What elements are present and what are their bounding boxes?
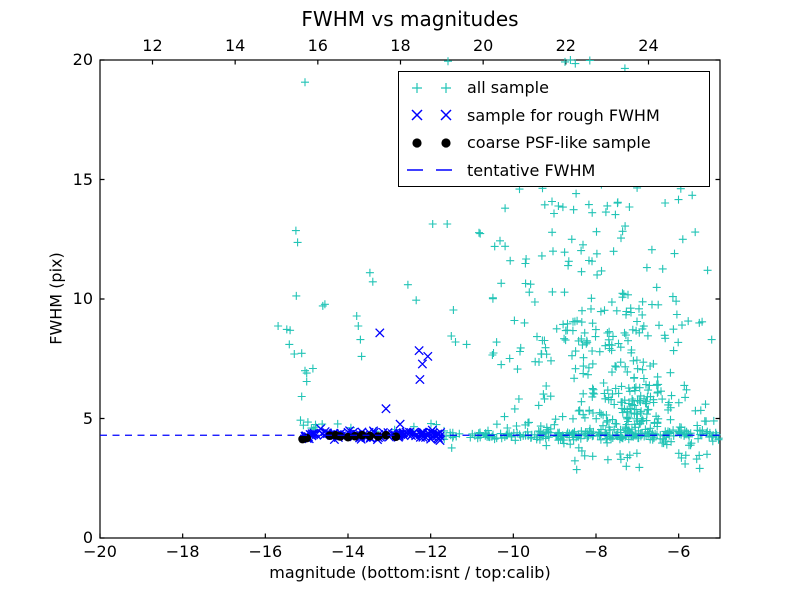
x-tick-label-top: 16 <box>307 36 328 55</box>
psf-sample-point <box>391 432 401 441</box>
y-tick-label: 0 <box>82 528 93 547</box>
legend-item: coarse PSF-like sample <box>399 130 709 155</box>
psf-sample-point <box>335 432 345 441</box>
rough-fwhm-points <box>300 328 446 446</box>
x-tick-label-bottom: −16 <box>248 542 283 561</box>
x-tick-label-bottom: −18 <box>165 542 200 561</box>
y-tick-label: 10 <box>72 289 93 308</box>
legend-dot-icon <box>412 138 451 148</box>
psf-sample-point <box>365 431 375 441</box>
psf-sample-point <box>302 433 311 443</box>
x-tick-label-bottom: −6 <box>666 542 691 561</box>
legend-item: tentative FWHM <box>399 158 709 183</box>
legend-item-label: sample for rough FWHM <box>467 105 660 125</box>
x-axis-label: magnitude (bottom:isnt / top:calib) <box>269 563 551 582</box>
legend-x-icon <box>411 109 452 121</box>
x-tick-label-top: 20 <box>472 36 494 55</box>
psf-sample-point <box>357 430 367 440</box>
legend-dash-icon <box>407 169 452 171</box>
legend-plus-icon <box>412 82 451 93</box>
legend-item: all sample <box>399 75 709 100</box>
x-tick-label-top: 22 <box>555 36 576 55</box>
x-tick-label-bottom: −14 <box>331 542 365 561</box>
legend-item-label: tentative FWHM <box>467 160 596 180</box>
legend-item: sample for rough FWHM <box>399 103 709 128</box>
legend: all sample sample for rough FWHM coarse PS… <box>398 71 710 187</box>
legend-item-label: all sample <box>467 78 549 98</box>
legend-item-label: coarse PSF-like sample <box>467 133 651 153</box>
psf-sample-point <box>373 432 383 441</box>
chart-title: FWHM vs magnitudes <box>301 7 519 31</box>
x-tick-label-top: 18 <box>390 36 411 55</box>
x-tick-label-bottom: −8 <box>584 542 608 561</box>
x-tick-label-top: 12 <box>142 36 163 55</box>
x-tick-label-top: 14 <box>224 36 246 55</box>
y-tick-label: 5 <box>82 408 93 428</box>
psf-sample-point <box>350 431 360 441</box>
x-tick-label-bottom: −12 <box>413 542 448 561</box>
x-tick-label-bottom: −10 <box>496 542 531 561</box>
y-tick-label: 20 <box>72 50 93 69</box>
y-tick-label: 15 <box>72 169 93 189</box>
x-tick-label-bottom: −20 <box>83 542 117 561</box>
psf-sample-point <box>381 430 391 440</box>
x-tick-label-top: 24 <box>638 36 659 55</box>
